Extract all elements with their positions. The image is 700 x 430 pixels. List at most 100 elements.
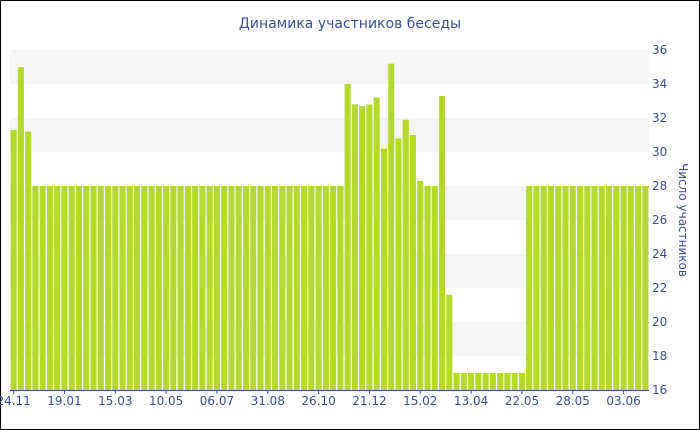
bar <box>635 186 642 390</box>
bar <box>315 186 322 390</box>
bar <box>199 186 206 390</box>
bar <box>446 294 453 390</box>
bar <box>460 373 467 390</box>
x-tick-label: 03.06 <box>606 394 640 408</box>
bar <box>424 186 431 390</box>
x-tick-label: 19.01 <box>47 394 81 408</box>
bar <box>46 186 53 390</box>
bar <box>148 186 155 390</box>
bar <box>32 186 39 390</box>
x-tick-label: 26.10 <box>301 394 335 408</box>
bar <box>453 373 460 390</box>
bar <box>242 186 250 390</box>
bar <box>642 186 649 390</box>
bar <box>257 186 264 390</box>
x-tick-label: 28.05 <box>556 394 590 408</box>
x-tick-label: 31.08 <box>251 394 285 408</box>
bar <box>126 186 133 390</box>
bar <box>489 373 496 390</box>
bar <box>402 119 409 390</box>
bar <box>112 186 119 390</box>
y-tick-label: 24 <box>652 247 667 261</box>
bar <box>439 95 446 391</box>
bar <box>17 67 24 390</box>
bar <box>526 186 533 390</box>
bar <box>90 186 97 390</box>
bar <box>228 186 235 390</box>
bar <box>555 186 562 390</box>
bar <box>134 186 141 390</box>
bar <box>598 186 605 390</box>
x-tick-label: 13.04 <box>454 394 488 408</box>
x-tick-label: 22.05 <box>505 394 539 408</box>
bar <box>547 186 554 390</box>
bar <box>177 186 184 390</box>
grid-band <box>10 152 649 186</box>
bar <box>576 186 584 390</box>
x-tick-label: 10.05 <box>149 394 183 408</box>
bar <box>10 129 17 390</box>
x-tick-label: 15.02 <box>403 394 437 408</box>
bar <box>68 186 75 390</box>
bar <box>155 186 162 390</box>
y-axis-label: Число участников <box>676 163 690 277</box>
bar <box>380 148 387 390</box>
bar <box>192 186 199 390</box>
bars <box>10 63 649 391</box>
bar <box>482 373 489 390</box>
bar <box>584 186 591 390</box>
bar <box>540 186 547 390</box>
bar <box>206 186 213 390</box>
bar <box>533 186 540 390</box>
bar <box>293 186 300 390</box>
bar <box>344 84 351 390</box>
bar <box>409 135 417 390</box>
bar <box>431 186 438 390</box>
bar <box>272 186 279 390</box>
bar <box>170 186 177 390</box>
bar <box>61 186 68 390</box>
bar <box>359 106 366 390</box>
bar <box>184 186 191 390</box>
bar <box>141 186 148 390</box>
bar <box>388 63 395 390</box>
bar <box>75 186 83 390</box>
bar <box>475 373 482 390</box>
bar <box>613 186 620 390</box>
bar <box>337 186 344 390</box>
x-tick-label: 06.07 <box>200 394 234 408</box>
grid-band <box>10 118 649 152</box>
bar <box>504 373 511 390</box>
bar <box>373 97 380 390</box>
bar <box>83 186 90 390</box>
bar <box>366 104 373 391</box>
x-tick-label: 24.11 <box>0 394 31 408</box>
bar <box>511 373 518 390</box>
bar <box>308 186 315 390</box>
bar <box>322 186 329 390</box>
bar <box>518 373 525 390</box>
chart-title: Динамика участников беседы <box>239 16 461 32</box>
bar <box>97 186 104 390</box>
grid-band <box>10 50 649 84</box>
bar <box>591 186 598 390</box>
y-tick-label: 16 <box>652 383 667 397</box>
y-tick-label: 22 <box>652 281 667 295</box>
bar <box>395 138 402 390</box>
bar <box>235 186 242 390</box>
bar <box>119 186 126 390</box>
bar <box>279 186 286 390</box>
bar <box>627 186 634 390</box>
bar <box>250 186 257 390</box>
bar <box>351 104 358 391</box>
y-tick-label: 30 <box>652 145 667 159</box>
grid-band <box>10 84 649 118</box>
bar <box>264 186 271 390</box>
bar <box>606 186 613 390</box>
bar <box>105 186 112 390</box>
bar <box>620 186 627 390</box>
y-tick-label: 28 <box>652 179 667 193</box>
x-axis-ticks: 24.11 19.01 15.03 10.05 06.07 31.08 26.10 21.12… <box>0 390 641 408</box>
y-tick-label: 32 <box>652 111 667 125</box>
